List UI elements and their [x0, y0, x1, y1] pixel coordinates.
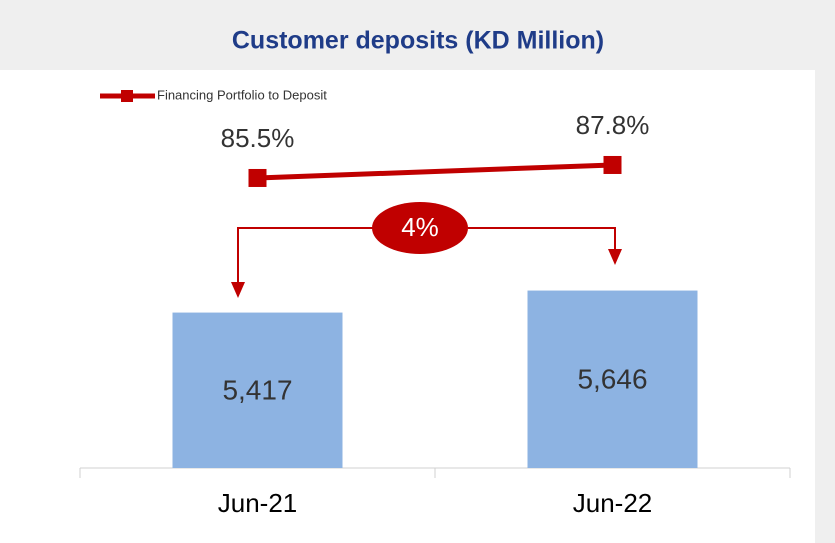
arrow-head: [608, 249, 622, 265]
line: [257, 162, 613, 181]
title-band: [0, 0, 835, 70]
arrow-head: [231, 282, 245, 298]
x-tick-label: Jun-22: [573, 488, 653, 518]
arrow-left: [237, 227, 373, 285]
line-marker: [603, 155, 622, 174]
annotation: 4%: [401, 212, 439, 242]
x-tick-label: Jun-21: [218, 488, 298, 518]
legend-label: Financing Portfolio to Deposit: [157, 87, 327, 102]
line-marker: [248, 168, 267, 187]
line-value-label: 87.8%: [576, 110, 650, 140]
annotation-arrows: [237, 227, 616, 285]
legend-marker: [121, 90, 133, 102]
bar: [172, 312, 343, 468]
bar-value-label: 5,417: [222, 375, 292, 406]
chart-title: Customer deposits (KD Million): [232, 27, 604, 55]
bar-value-label: 5,646: [577, 364, 647, 395]
arrow-right: [468, 227, 616, 252]
right-band: [815, 70, 835, 543]
annotation-bubble: [372, 202, 468, 254]
line-value-label: 85.5%: [221, 123, 295, 153]
bar: [527, 290, 698, 468]
